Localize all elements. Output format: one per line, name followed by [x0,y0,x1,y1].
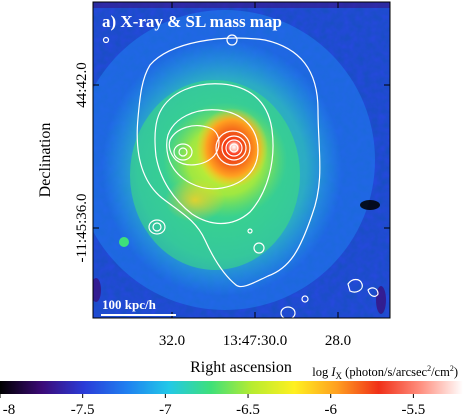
colorbar-tick-label: -7.5 [71,402,95,418]
x-tick-label: 32.0 [159,333,185,349]
contour-sub-2 [178,147,188,157]
cluster-center [225,138,243,156]
colorbar [0,381,463,394]
y-tick-label: -11:45:36.0 [74,193,90,262]
contour-knot-2 [152,222,162,232]
contour-core-3 [225,139,243,157]
contour-knot-7 [280,306,296,318]
contour-outer [136,37,321,288]
panel-title: a) X-ray & SL mass map [102,12,282,31]
colorbar-label: log IX (photon/s/arcsec2/cm2) [312,364,458,381]
contour-knot-3 [226,34,238,46]
x-tick-label: 28.0 [325,333,351,349]
contour-3 [166,109,259,190]
mass-contours [102,34,379,318]
contour-core-4 [229,143,239,153]
colorbar-tick-label: -6 [324,402,337,418]
contour-knot-6 [247,228,253,234]
contour-knot-5 [253,242,265,254]
y-tick-label: 44:42.0 [74,62,90,107]
x-axis-label: Right ascension [190,359,292,376]
xray-image [93,2,390,318]
contour-knot-9 [347,278,363,293]
contour-core-2 [221,135,247,161]
contour-2 [154,83,274,224]
contour-knot-4 [102,36,110,44]
axis-ticks [93,2,390,318]
contour-sub-1 [173,143,193,161]
colorbar-tick-label: -7 [159,402,172,418]
colorbar-ticks: -8 -7.5 -7 -6.5 -6 -5.5 [0,394,425,418]
x-tick-label: 13:47:30.0 [223,333,288,349]
colorbar-tick-label: -5.5 [402,402,426,418]
contour-knot-1 [148,219,166,235]
scale-bar-label: 100 kpc/h [102,297,157,312]
colorbar-tick-label: -8 [3,402,16,418]
contour-knot-8 [301,295,309,303]
y-axis-label: Declination [37,123,54,198]
contour-4 [168,125,220,166]
contour-knot-10 [367,287,379,297]
image-frame [92,1,391,319]
colorbar-tick-label: -6.5 [236,402,260,418]
contour-core-1 [215,130,251,166]
